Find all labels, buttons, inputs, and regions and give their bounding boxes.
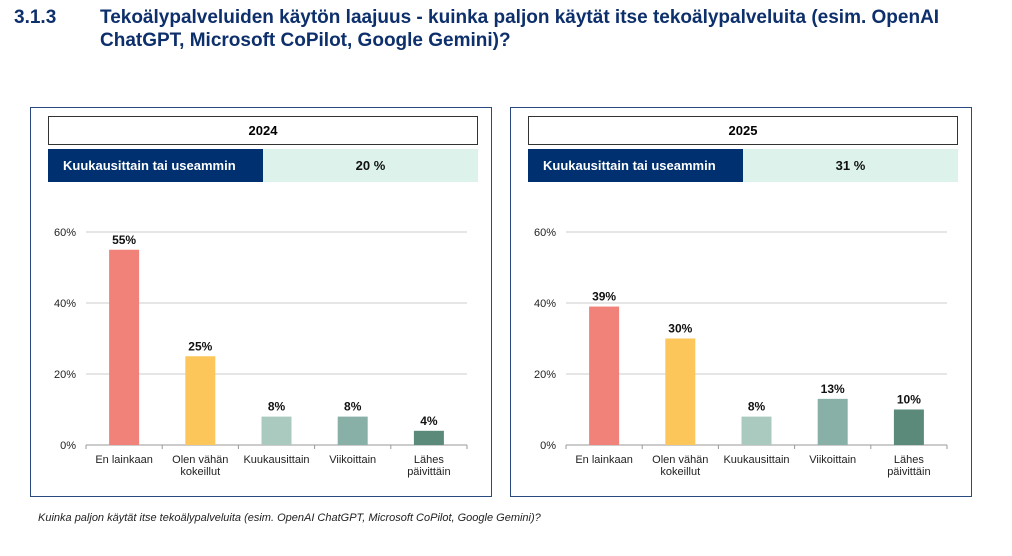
x-tick-label: Lähes — [894, 454, 924, 466]
summary-value: 20 % — [263, 149, 478, 182]
data-label: 10% — [897, 393, 921, 407]
bar — [109, 249, 140, 445]
data-label: 8% — [268, 400, 286, 414]
y-tick-label: 20% — [534, 369, 556, 381]
bar — [589, 306, 620, 445]
data-label: 4% — [420, 414, 438, 428]
summary-value: 31 % — [743, 149, 958, 182]
data-label: 8% — [344, 400, 362, 414]
data-label: 55% — [112, 233, 136, 247]
data-label: 30% — [668, 322, 692, 336]
summary-bar: Kuukausittain tai useammin 20 % — [48, 149, 478, 182]
x-tick-label: Kuukausittain — [723, 454, 789, 466]
bar — [741, 416, 772, 445]
x-tick-label: En lainkaan — [575, 454, 633, 466]
x-tick-label: Olen vähän — [652, 454, 708, 466]
bar-chart: 0% 20% 40% 60% 39% En lainkaan 30% Olen vähänko… — [534, 227, 948, 478]
x-tick-label: Lähes — [414, 454, 444, 466]
chart-panel-2025: 2025 Kuukausittain tai useammin 31 % 0% 2… — [510, 107, 972, 497]
x-tick-label: En lainkaan — [95, 454, 153, 466]
x-tick-label: Kuukausittain — [243, 454, 309, 466]
x-tick-label: kokeillut — [660, 466, 700, 478]
bar — [893, 409, 924, 445]
summary-label: Kuukausittain tai useammin — [528, 149, 743, 182]
year-label: 2025 — [528, 116, 958, 145]
bar — [817, 398, 848, 445]
y-tick-label: 60% — [534, 227, 556, 239]
section-title: Tekoälypalveluiden käytön laajuus - kuin… — [100, 7, 940, 51]
y-tick-label: 20% — [54, 369, 76, 381]
y-tick-label: 60% — [54, 227, 76, 239]
bar-chart: 0% 20% 40% 60% 55% En lainkaan 25% Olen vähänko… — [54, 227, 468, 478]
bar — [665, 338, 696, 445]
year-label: 2024 — [48, 116, 478, 145]
x-tick-label: kokeillut — [180, 466, 220, 478]
y-tick-label: 40% — [54, 298, 76, 310]
x-tick-label: Olen vähän — [172, 454, 228, 466]
footnote: Kuinka paljon käytät itse tekoälypalvelu… — [38, 512, 541, 524]
data-label: 13% — [821, 382, 845, 396]
summary-bar: Kuukausittain tai useammin 31 % — [528, 149, 958, 182]
summary-label: Kuukausittain tai useammin — [48, 149, 263, 182]
section-number: 3.1.3 — [14, 7, 57, 28]
y-tick-label: 0% — [60, 440, 76, 452]
y-tick-label: 0% — [540, 440, 556, 452]
x-tick-label: Viikoittain — [809, 454, 856, 466]
chart-panel-2024: 2024 Kuukausittain tai useammin 20 % 0% 2… — [30, 107, 492, 497]
bar — [261, 416, 292, 445]
data-label: 25% — [188, 339, 212, 353]
data-label: 8% — [748, 400, 766, 414]
bar — [185, 356, 216, 445]
data-label: 39% — [592, 290, 616, 304]
x-tick-label: päivittäin — [407, 466, 450, 478]
bar — [337, 416, 368, 445]
x-tick-label: päivittäin — [887, 466, 930, 478]
x-tick-label: Viikoittain — [329, 454, 376, 466]
y-tick-label: 40% — [534, 298, 556, 310]
bar — [413, 430, 444, 445]
